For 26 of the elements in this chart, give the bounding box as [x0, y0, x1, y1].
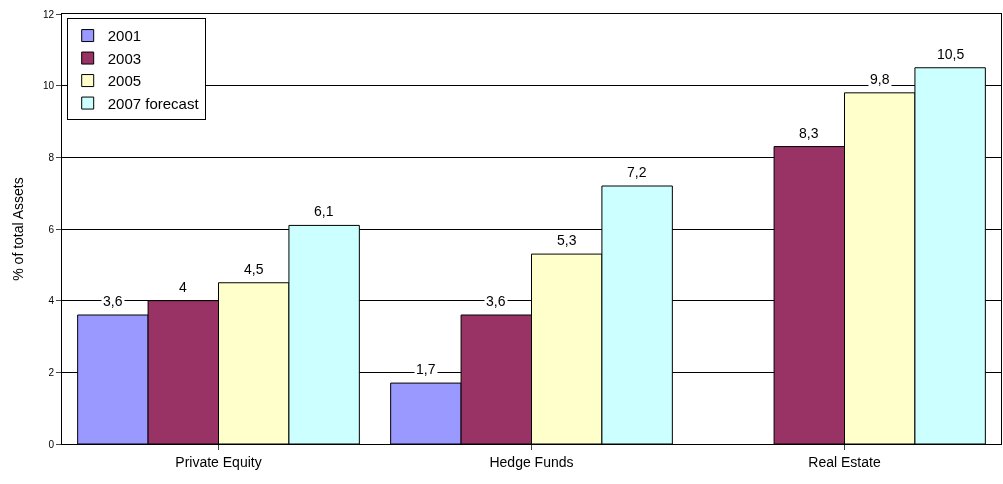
x-tick-label: Real Estate	[808, 453, 881, 470]
data-label: 3,6	[103, 293, 123, 309]
y-tick-label: 4	[48, 295, 55, 307]
y-tick-label: 12	[42, 8, 55, 20]
data-label: 10,5	[937, 46, 965, 62]
x-tick-label: Hedge Funds	[489, 453, 574, 470]
data-label: 6,1	[314, 203, 334, 219]
y-tick-label: 6	[48, 223, 55, 235]
y-tick-label: 2	[48, 366, 55, 378]
data-label: 4,5	[244, 261, 264, 277]
data-label: 5,3	[557, 232, 577, 248]
x-tick-label: Private Equity	[175, 453, 262, 470]
legend-label: 2007 forecast	[107, 94, 200, 112]
data-label: 1,7	[416, 361, 436, 377]
data-label: 8,3	[799, 125, 819, 141]
legend-label: 2005	[107, 72, 142, 90]
y-tick-label: 0	[48, 438, 55, 450]
data-label: 9,8	[870, 71, 890, 87]
y-tick-label: 10	[42, 80, 55, 92]
data-label: 3,6	[486, 293, 506, 309]
y-axis-title: % of total Assets	[10, 177, 27, 281]
legend-label: 2001	[107, 27, 142, 45]
data-label: 7,2	[627, 164, 647, 180]
y-tick-label: 8	[48, 151, 55, 163]
legend-label: 2003	[107, 49, 142, 67]
data-label: 4	[179, 279, 187, 295]
